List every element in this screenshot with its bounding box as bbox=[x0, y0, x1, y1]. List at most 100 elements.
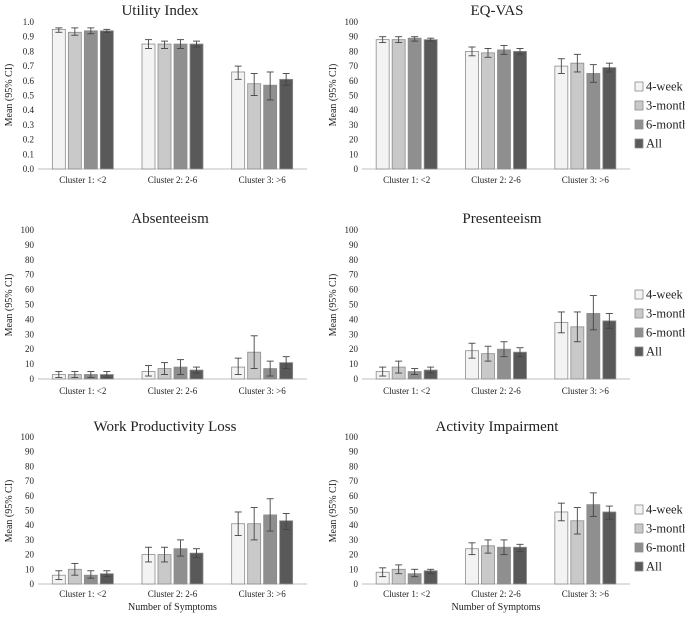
bar bbox=[247, 83, 262, 170]
x-tick-label: Cluster 1: <2 bbox=[59, 175, 106, 185]
legend-label: 6-month bbox=[646, 541, 685, 555]
bar bbox=[279, 520, 294, 585]
y-tick-label: 60 bbox=[25, 285, 35, 295]
y-tick-label: 0.9 bbox=[23, 32, 35, 42]
y-tick-label: 30 bbox=[349, 120, 359, 130]
bar bbox=[465, 51, 479, 170]
chart-title: Absenteeism bbox=[131, 211, 209, 227]
y-tick-label: 40 bbox=[25, 314, 35, 324]
x-tick-label: Cluster 1: <2 bbox=[59, 589, 106, 599]
bar bbox=[51, 28, 66, 170]
chart-panel: Work Productivity Loss Mean (95% CI) 0 10 20… bbox=[4, 419, 307, 613]
y-tick-label: 0.1 bbox=[23, 149, 34, 159]
legend-label: 6-month bbox=[646, 326, 685, 340]
chart-title: Presenteeism bbox=[462, 211, 541, 227]
bar bbox=[481, 52, 495, 170]
y-axis-label: Mean (95% CI) bbox=[328, 274, 339, 337]
y-tick-label: 40 bbox=[349, 314, 359, 324]
y-tick-label: 40 bbox=[349, 105, 359, 115]
chart-panel: Activity Impairment Mean (95% CI) 0 10 20 30 4… bbox=[328, 419, 685, 613]
x-tick-label: Cluster 3: >6 bbox=[239, 589, 287, 599]
legend-label: 4-week bbox=[646, 503, 684, 517]
chart-title: EQ-VAS bbox=[470, 3, 523, 19]
chart-panel: Absenteeism Mean (95% CI) 0 10 20 30 40 50 60 70 8… bbox=[4, 211, 307, 396]
x-tick-label: Cluster 3: >6 bbox=[239, 175, 287, 185]
legend: 4-week 3-month 6-month All bbox=[634, 503, 685, 574]
legend-swatch bbox=[634, 346, 644, 357]
y-tick-label: 100 bbox=[345, 225, 359, 235]
bar bbox=[513, 546, 527, 585]
x-tick-label: Cluster 2: 2-6 bbox=[471, 386, 521, 396]
y-tick-label: 10 bbox=[349, 149, 359, 159]
legend-swatch bbox=[634, 308, 644, 319]
x-tick-label: Cluster 1: <2 bbox=[383, 175, 430, 185]
y-tick-label: 0.3 bbox=[23, 120, 35, 130]
y-tick-label: 0 bbox=[354, 164, 359, 174]
bar bbox=[375, 39, 390, 170]
y-tick-label: 80 bbox=[349, 46, 359, 56]
legend-swatch bbox=[634, 119, 644, 130]
y-tick-label: 0 bbox=[30, 579, 35, 589]
bar bbox=[602, 511, 617, 585]
bar bbox=[99, 30, 114, 170]
y-tick-label: 100 bbox=[21, 432, 35, 442]
legend-swatch bbox=[634, 327, 644, 338]
bar bbox=[423, 39, 438, 170]
x-tick-label: Cluster 1: <2 bbox=[59, 386, 106, 396]
y-tick-label: 100 bbox=[21, 225, 35, 235]
legend-label: All bbox=[646, 137, 663, 151]
y-tick-label: 90 bbox=[349, 32, 359, 42]
y-tick-label: 90 bbox=[25, 240, 35, 250]
y-tick-label: 10 bbox=[349, 359, 359, 369]
y-tick-label: 0.4 bbox=[23, 105, 35, 115]
y-tick-label: 80 bbox=[349, 461, 359, 471]
y-tick-label: 0 bbox=[354, 374, 359, 384]
chart-title: Utility Index bbox=[121, 3, 199, 19]
legend: 4-week 3-month 6-month All bbox=[634, 80, 685, 151]
y-tick-label: 0.7 bbox=[23, 61, 35, 71]
y-tick-label: 50 bbox=[349, 91, 359, 101]
y-tick-label: 30 bbox=[349, 329, 359, 339]
y-axis-label: Mean (95% CI) bbox=[4, 64, 15, 127]
y-tick-label: 80 bbox=[349, 255, 359, 265]
y-axis-label: Mean (95% CI) bbox=[328, 480, 339, 543]
y-tick-label: 50 bbox=[349, 506, 359, 516]
legend-label: 3-month bbox=[646, 99, 685, 113]
y-tick-label: 60 bbox=[349, 491, 359, 501]
bar bbox=[554, 511, 569, 585]
y-tick-label: 30 bbox=[25, 329, 35, 339]
y-tick-label: 50 bbox=[349, 300, 359, 310]
y-tick-label: 100 bbox=[345, 17, 359, 27]
bar bbox=[67, 31, 82, 170]
y-tick-label: 0 bbox=[354, 579, 359, 589]
x-axis-label: Number of Symptoms bbox=[128, 602, 217, 613]
x-tick-label: Cluster 3: >6 bbox=[562, 589, 610, 599]
y-tick-label: 70 bbox=[349, 61, 359, 71]
y-tick-label: 50 bbox=[25, 300, 35, 310]
chart-panel: Presenteeism Mean (95% CI) 0 10 20 30 40 50 60 70… bbox=[328, 211, 685, 396]
legend-swatch bbox=[634, 100, 644, 111]
legend-label: 3-month bbox=[646, 522, 685, 536]
bar bbox=[231, 71, 246, 170]
y-tick-label: 40 bbox=[25, 520, 35, 530]
y-tick-label: 20 bbox=[25, 550, 35, 560]
bar bbox=[279, 78, 294, 170]
bar bbox=[189, 43, 204, 170]
x-axis-label: Number of Symptoms bbox=[452, 602, 541, 613]
chart-title: Work Productivity Loss bbox=[94, 419, 237, 435]
y-tick-label: 80 bbox=[25, 461, 35, 471]
legend-swatch bbox=[634, 81, 644, 92]
y-tick-label: 10 bbox=[349, 564, 359, 574]
y-tick-label: 60 bbox=[25, 491, 35, 501]
x-tick-label: Cluster 1: <2 bbox=[383, 589, 430, 599]
legend-swatch bbox=[634, 523, 644, 534]
bar bbox=[83, 30, 98, 170]
x-tick-label: Cluster 2: 2-6 bbox=[471, 175, 521, 185]
y-tick-label: 90 bbox=[349, 447, 359, 457]
bar bbox=[602, 67, 617, 170]
bar bbox=[586, 73, 601, 170]
x-tick-label: Cluster 2: 2-6 bbox=[148, 175, 198, 185]
y-tick-label: 0.2 bbox=[23, 135, 34, 145]
y-tick-label: 20 bbox=[349, 550, 359, 560]
